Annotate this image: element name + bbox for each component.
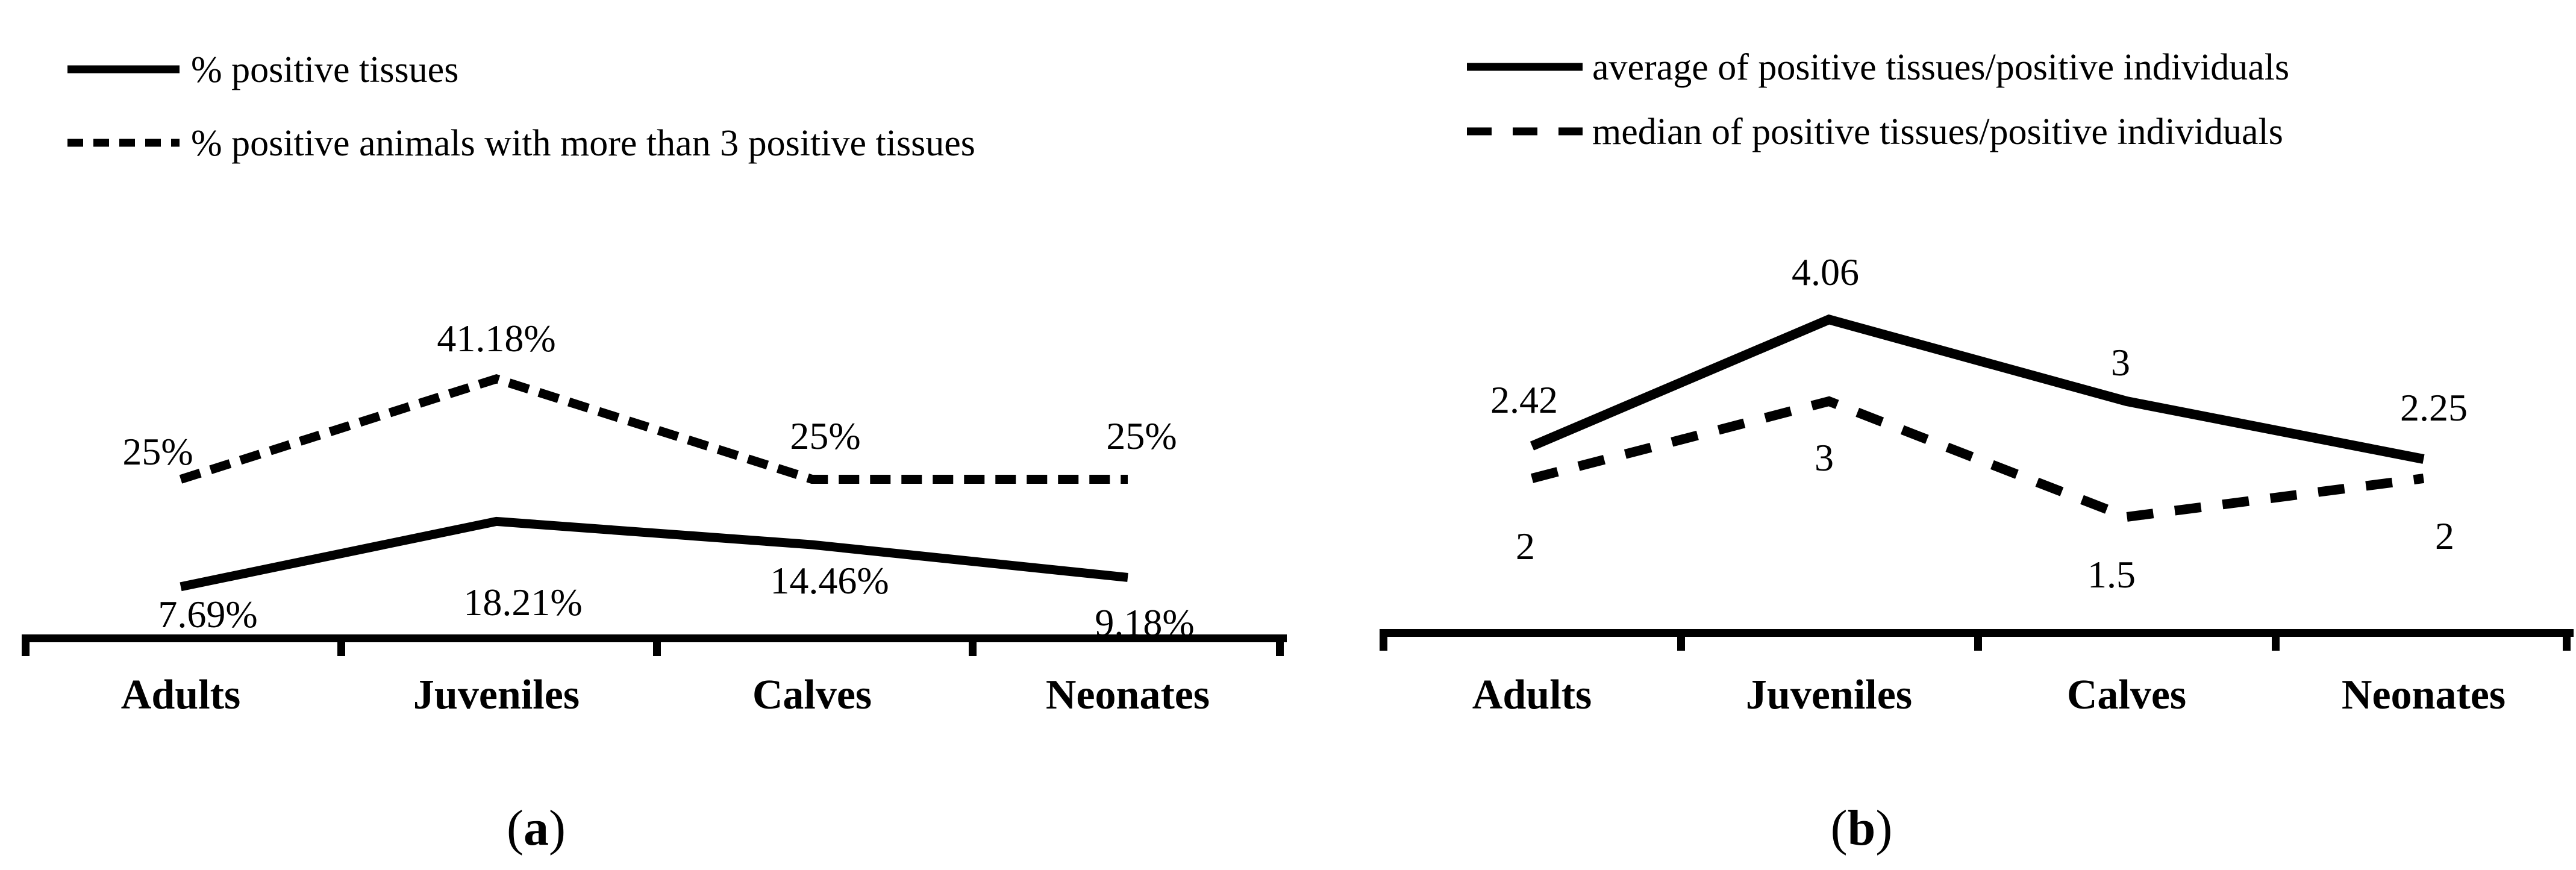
x-axis-tick — [653, 634, 661, 656]
caption-letter: b — [1848, 800, 1876, 856]
x-axis-tick — [337, 634, 345, 656]
x-axis-category-label: Neonates — [2342, 672, 2506, 718]
data-label: 25% — [1106, 415, 1177, 457]
data-label: 2 — [1516, 525, 1535, 568]
panel-caption: (a) — [507, 800, 566, 856]
data-label: 1.5 — [2087, 553, 2136, 596]
legend-label: % positive animals with more than 3 posi… — [191, 123, 975, 164]
data-label: 18.21% — [463, 581, 582, 624]
data-label: 2.25 — [2400, 386, 2468, 429]
data-label: 2 — [2435, 515, 2454, 557]
x-axis-tick — [2563, 629, 2571, 651]
caption-paren-close: ) — [1875, 800, 1892, 856]
data-label: 41.18% — [437, 317, 555, 360]
x-axis-tick — [1677, 629, 1685, 651]
data-label: 14.46% — [770, 559, 889, 602]
x-axis-tick — [969, 634, 977, 656]
legend-label: median of positive tissues/positive indi… — [1592, 111, 2283, 152]
x-axis-category-label: Juveniles — [413, 672, 580, 718]
data-label: 3 — [1815, 436, 1834, 479]
x-axis-tick — [1380, 629, 1387, 651]
data-label: 25% — [790, 415, 860, 457]
caption-paren-open: ( — [1831, 800, 1848, 856]
data-label: 3 — [2111, 341, 2130, 384]
series-solid-line — [1530, 314, 2425, 464]
caption-letter: a — [524, 800, 549, 856]
x-axis-category-label: Juveniles — [1746, 672, 1912, 718]
data-label: 7.69% — [158, 593, 257, 636]
legend-label: % positive tissues — [191, 49, 458, 90]
series-dashed-line — [1530, 396, 2425, 522]
x-axis-tick — [1276, 634, 1284, 656]
x-axis-category-label: Calves — [2067, 672, 2186, 718]
x-axis-category-label: Adults — [1472, 672, 1592, 718]
data-label: 2.42 — [1490, 378, 1558, 421]
x-axis-category-label: Calves — [752, 672, 872, 718]
x-axis-tick — [22, 634, 30, 656]
x-axis-tick — [2272, 629, 2280, 651]
panel-caption: (b) — [1831, 800, 1893, 856]
x-axis-category-label: Adults — [121, 672, 240, 718]
series-dashed-line — [179, 374, 1128, 484]
legend-label: average of positive tissues/positive ind… — [1592, 47, 2289, 88]
x-axis-category-label: Neonates — [1046, 672, 1210, 718]
series-solid-line — [180, 516, 1128, 592]
x-axis-tick — [1974, 629, 1982, 651]
caption-paren-open: ( — [507, 800, 524, 856]
data-label: 4.06 — [1792, 251, 1859, 293]
caption-paren-close: ) — [549, 800, 566, 856]
data-label: 25% — [122, 430, 193, 473]
